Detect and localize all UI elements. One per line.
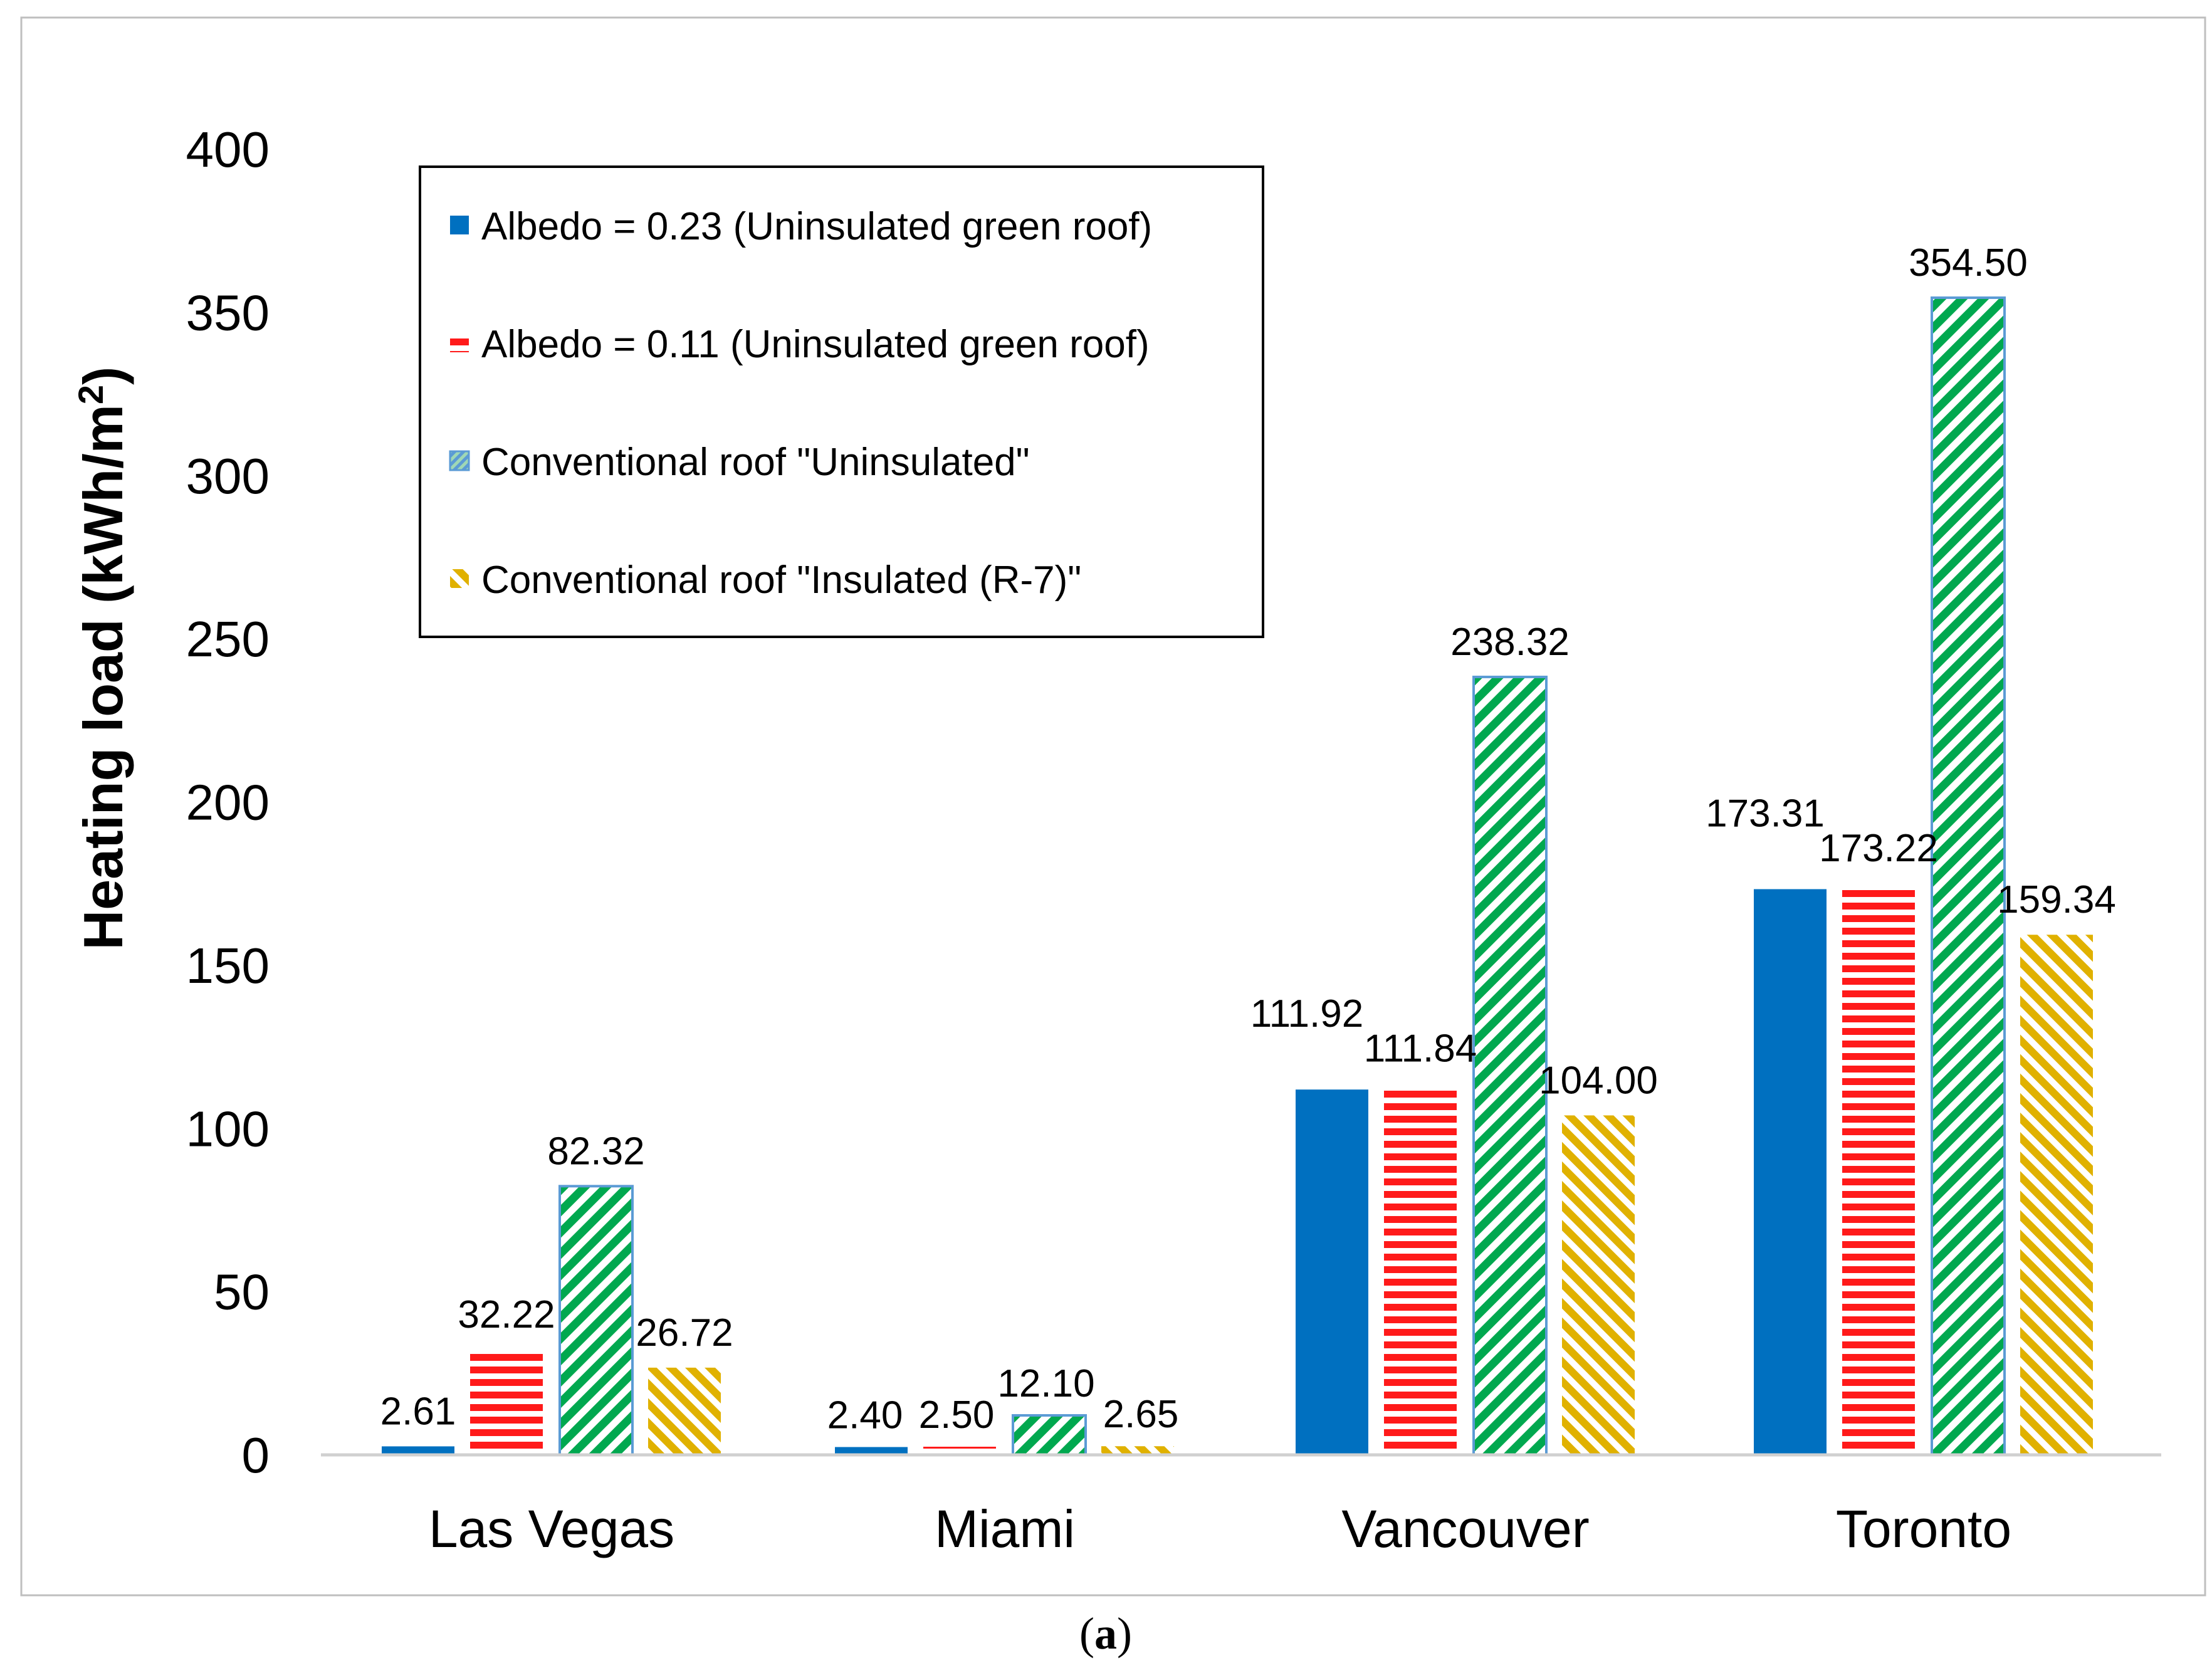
data-label-conv-uninsulated: 354.50 [1909,241,2028,285]
category-label: Miami [935,1499,1075,1558]
data-label-conv-uninsulated: 238.32 [1450,621,1570,664]
y-axis-ticks: 0 50 100 150 200 250 300 350 400 [186,122,270,1483]
legend-entry-albedo-023: Albedo = 0.23 (Uninsulated green roof) [481,205,1152,248]
legend-swatch-red-stripes [450,333,469,352]
bar-conv-insulated [648,1367,721,1455]
data-label-albedo-011: 111.84 [1364,1027,1477,1071]
bar-albedo-023 [382,1446,454,1455]
data-label-conv-uninsulated: 82.32 [547,1130,644,1173]
bar-conv-uninsulated [1931,296,2006,1456]
data-label-albedo-023: 2.61 [380,1390,456,1433]
figure-frame [20,16,2206,1597]
bars-group [382,296,2093,1457]
bar-conv-insulated [2020,935,2093,1455]
bar-albedo-011 [1842,889,1915,1455]
data-label-albedo-023: 2.40 [827,1394,903,1437]
bar-conv-insulated [1101,1446,1174,1455]
data-label-conv-insulated: 26.72 [636,1311,733,1355]
legend-swatch-green-stripes [449,450,470,471]
data-label-conv-uninsulated: 12.10 [997,1362,1094,1405]
bar-conv-insulated [1562,1115,1635,1455]
category-label: Toronto [1836,1499,2011,1558]
bar-albedo-011 [1384,1089,1457,1455]
bar-albedo-023 [1296,1089,1368,1455]
figure-caption: (a) [1079,1608,1132,1659]
caption-close: ) [1117,1608,1132,1659]
bar-conv-uninsulated [558,1185,634,1456]
y-axis-title-main: Heating load (kWh/m [72,404,134,950]
y-tick-label: 300 [186,448,270,504]
legend-swatch-solid [450,216,469,234]
y-tick-label: 200 [186,775,270,831]
caption-open: ( [1079,1608,1094,1659]
caption-letter: a [1094,1608,1117,1659]
bar-conv-uninsulated [1472,675,1548,1456]
y-axis-title-close: ) [72,367,134,385]
y-axis-title-superscript: 2 [71,385,110,404]
legend-entry-albedo-011: Albedo = 0.11 (Uninsulated green roof) [481,323,1150,366]
data-labels-group: 2.61 2.40 111.92 173.31 32.22 2.50 111.84 173.2… [380,241,2116,1437]
data-label-conv-insulated: 104.00 [1539,1059,1658,1102]
bar-albedo-011 [923,1446,996,1455]
y-tick-label: 400 [186,122,270,177]
data-label-conv-insulated: 159.34 [1997,878,2116,921]
legend-box [419,165,1264,638]
bar-conv-uninsulated [1012,1414,1087,1457]
legend-entry-conventional-uninsulated: Conventional roof "Uninsulated" [481,441,1030,484]
y-tick-label: 0 [242,1427,270,1483]
y-tick-label: 350 [186,285,270,340]
data-label-albedo-011: 173.22 [1819,827,1938,870]
category-labels: Las Vegas Miami Vancouver Toronto [429,1499,2011,1558]
y-axis-title: Heating load (kWh/m2) [71,367,135,950]
category-label: Las Vegas [429,1499,674,1558]
legend-entry-conventional-insulated: Conventional roof "Insulated (R-7)" [481,559,1081,602]
category-label: Vancouver [1341,1499,1589,1558]
y-tick-label: 250 [186,611,270,667]
data-label-albedo-023: 173.31 [1706,792,1825,835]
bar-albedo-023 [835,1447,908,1455]
y-tick-label: 50 [214,1264,270,1320]
y-tick-label: 100 [186,1101,270,1157]
data-label-conv-insulated: 2.65 [1103,1393,1179,1436]
data-label-albedo-011: 32.22 [458,1293,555,1336]
data-label-albedo-011: 2.50 [919,1393,995,1437]
legend-swatch-gold-stripes [450,569,469,588]
legend: Albedo = 0.23 (Uninsulated green roof) A… [419,165,1264,638]
bar-albedo-011 [470,1350,543,1455]
data-label-albedo-023: 111.92 [1250,992,1363,1036]
y-tick-label: 150 [186,938,270,994]
bar-albedo-023 [1754,889,1827,1455]
